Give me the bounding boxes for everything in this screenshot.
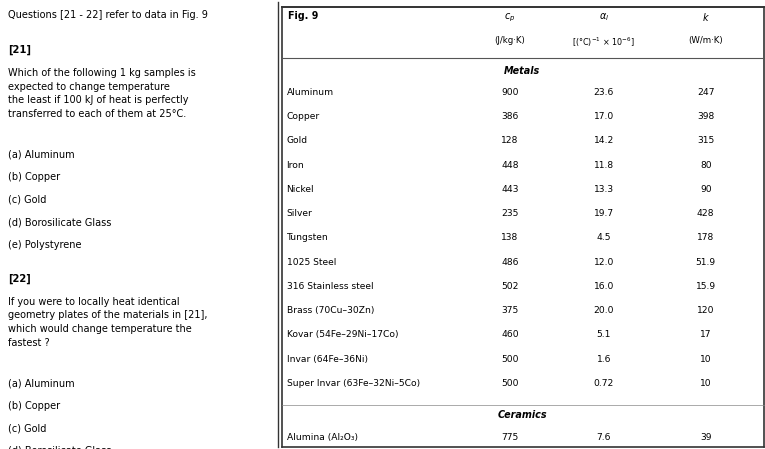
- Text: 13.3: 13.3: [594, 185, 614, 194]
- Text: 178: 178: [697, 233, 715, 242]
- Text: Tungsten: Tungsten: [287, 233, 328, 242]
- Text: 17: 17: [700, 330, 711, 339]
- Text: $c_p$: $c_p$: [504, 11, 516, 24]
- Text: 398: 398: [697, 112, 715, 121]
- Text: 23.6: 23.6: [594, 88, 614, 97]
- Text: (a) Aluminum: (a) Aluminum: [8, 150, 75, 160]
- Text: 120: 120: [697, 306, 715, 315]
- Text: 90: 90: [700, 185, 711, 194]
- Text: 235: 235: [501, 209, 519, 218]
- Text: (b) Copper: (b) Copper: [8, 172, 60, 182]
- Text: 4.5: 4.5: [597, 233, 611, 242]
- Text: (e) Polystyrene: (e) Polystyrene: [8, 240, 82, 250]
- Text: 10: 10: [700, 355, 711, 364]
- Text: 502: 502: [501, 282, 519, 291]
- Text: Invar (64Fe–36Ni): Invar (64Fe–36Ni): [287, 355, 367, 364]
- Text: 775: 775: [501, 433, 519, 442]
- Text: 460: 460: [501, 330, 519, 339]
- Text: 19.7: 19.7: [594, 209, 614, 218]
- Text: 500: 500: [501, 355, 519, 364]
- Text: 443: 443: [501, 185, 519, 194]
- Text: [22]: [22]: [8, 273, 31, 284]
- Text: 12.0: 12.0: [594, 258, 614, 267]
- Text: Silver: Silver: [287, 209, 312, 218]
- Text: 15.9: 15.9: [695, 282, 716, 291]
- Text: $\alpha_l$: $\alpha_l$: [599, 11, 609, 23]
- Text: 386: 386: [501, 112, 519, 121]
- Text: Brass (70Cu–30Zn): Brass (70Cu–30Zn): [287, 306, 374, 315]
- Text: Alumina (Al₂O₃): Alumina (Al₂O₃): [287, 433, 357, 442]
- Text: Kovar (54Fe–29Ni–17Co): Kovar (54Fe–29Ni–17Co): [287, 330, 398, 339]
- Text: Ceramics: Ceramics: [497, 410, 547, 420]
- Text: 17.0: 17.0: [594, 112, 614, 121]
- Text: 14.2: 14.2: [594, 136, 614, 145]
- Text: Aluminum: Aluminum: [287, 88, 334, 97]
- Text: (b) Copper: (b) Copper: [8, 401, 60, 411]
- Text: 900: 900: [501, 88, 519, 97]
- Text: 128: 128: [501, 136, 519, 145]
- Text: (d) Borosilicate Glass: (d) Borosilicate Glass: [8, 446, 112, 449]
- Text: 7.6: 7.6: [597, 433, 611, 442]
- Text: (d) Borosilicate Glass: (d) Borosilicate Glass: [8, 217, 112, 227]
- Text: 5.1: 5.1: [597, 330, 611, 339]
- Text: 11.8: 11.8: [594, 161, 614, 170]
- Text: 428: 428: [697, 209, 715, 218]
- Text: (c) Gold: (c) Gold: [8, 195, 47, 205]
- Text: Which of the following 1 kg samples is
expected to change temperature
the least : Which of the following 1 kg samples is e…: [8, 68, 196, 119]
- Text: 39: 39: [700, 433, 711, 442]
- Text: Copper: Copper: [287, 112, 320, 121]
- Text: 486: 486: [501, 258, 519, 267]
- Text: 315: 315: [697, 136, 715, 145]
- Text: 375: 375: [501, 306, 519, 315]
- Text: 1025 Steel: 1025 Steel: [287, 258, 336, 267]
- Text: Fig. 9: Fig. 9: [288, 11, 318, 21]
- Text: Iron: Iron: [287, 161, 304, 170]
- Text: (W/m·K): (W/m·K): [688, 36, 723, 45]
- Text: 80: 80: [700, 161, 711, 170]
- Text: Gold: Gold: [287, 136, 308, 145]
- Text: $k$: $k$: [702, 11, 710, 23]
- Text: 1.6: 1.6: [597, 355, 611, 364]
- Text: 51.9: 51.9: [695, 258, 716, 267]
- Text: Metals: Metals: [504, 66, 540, 75]
- Text: 16.0: 16.0: [594, 282, 614, 291]
- Text: 316 Stainless steel: 316 Stainless steel: [287, 282, 373, 291]
- Text: Nickel: Nickel: [287, 185, 314, 194]
- Text: 500: 500: [501, 379, 519, 388]
- Text: 10: 10: [700, 379, 711, 388]
- Text: 448: 448: [501, 161, 519, 170]
- Text: (c) Gold: (c) Gold: [8, 423, 47, 433]
- Text: [21]: [21]: [8, 45, 31, 55]
- Text: 20.0: 20.0: [594, 306, 614, 315]
- Text: (a) Aluminum: (a) Aluminum: [8, 379, 75, 388]
- Text: 0.72: 0.72: [594, 379, 614, 388]
- Text: If you were to locally heat identical
geometry plates of the materials in [21],
: If you were to locally heat identical ge…: [8, 297, 208, 348]
- Text: (J/kg·K): (J/kg·K): [495, 36, 526, 45]
- Text: [(°C)$^{-1}$ × 10$^{-6}$]: [(°C)$^{-1}$ × 10$^{-6}$]: [572, 36, 635, 49]
- Text: Super Invar (63Fe–32Ni–5Co): Super Invar (63Fe–32Ni–5Co): [287, 379, 420, 388]
- Text: 247: 247: [697, 88, 715, 97]
- Text: 138: 138: [501, 233, 519, 242]
- Text: Questions [21 - 22] refer to data in Fig. 9: Questions [21 - 22] refer to data in Fig…: [8, 10, 208, 20]
